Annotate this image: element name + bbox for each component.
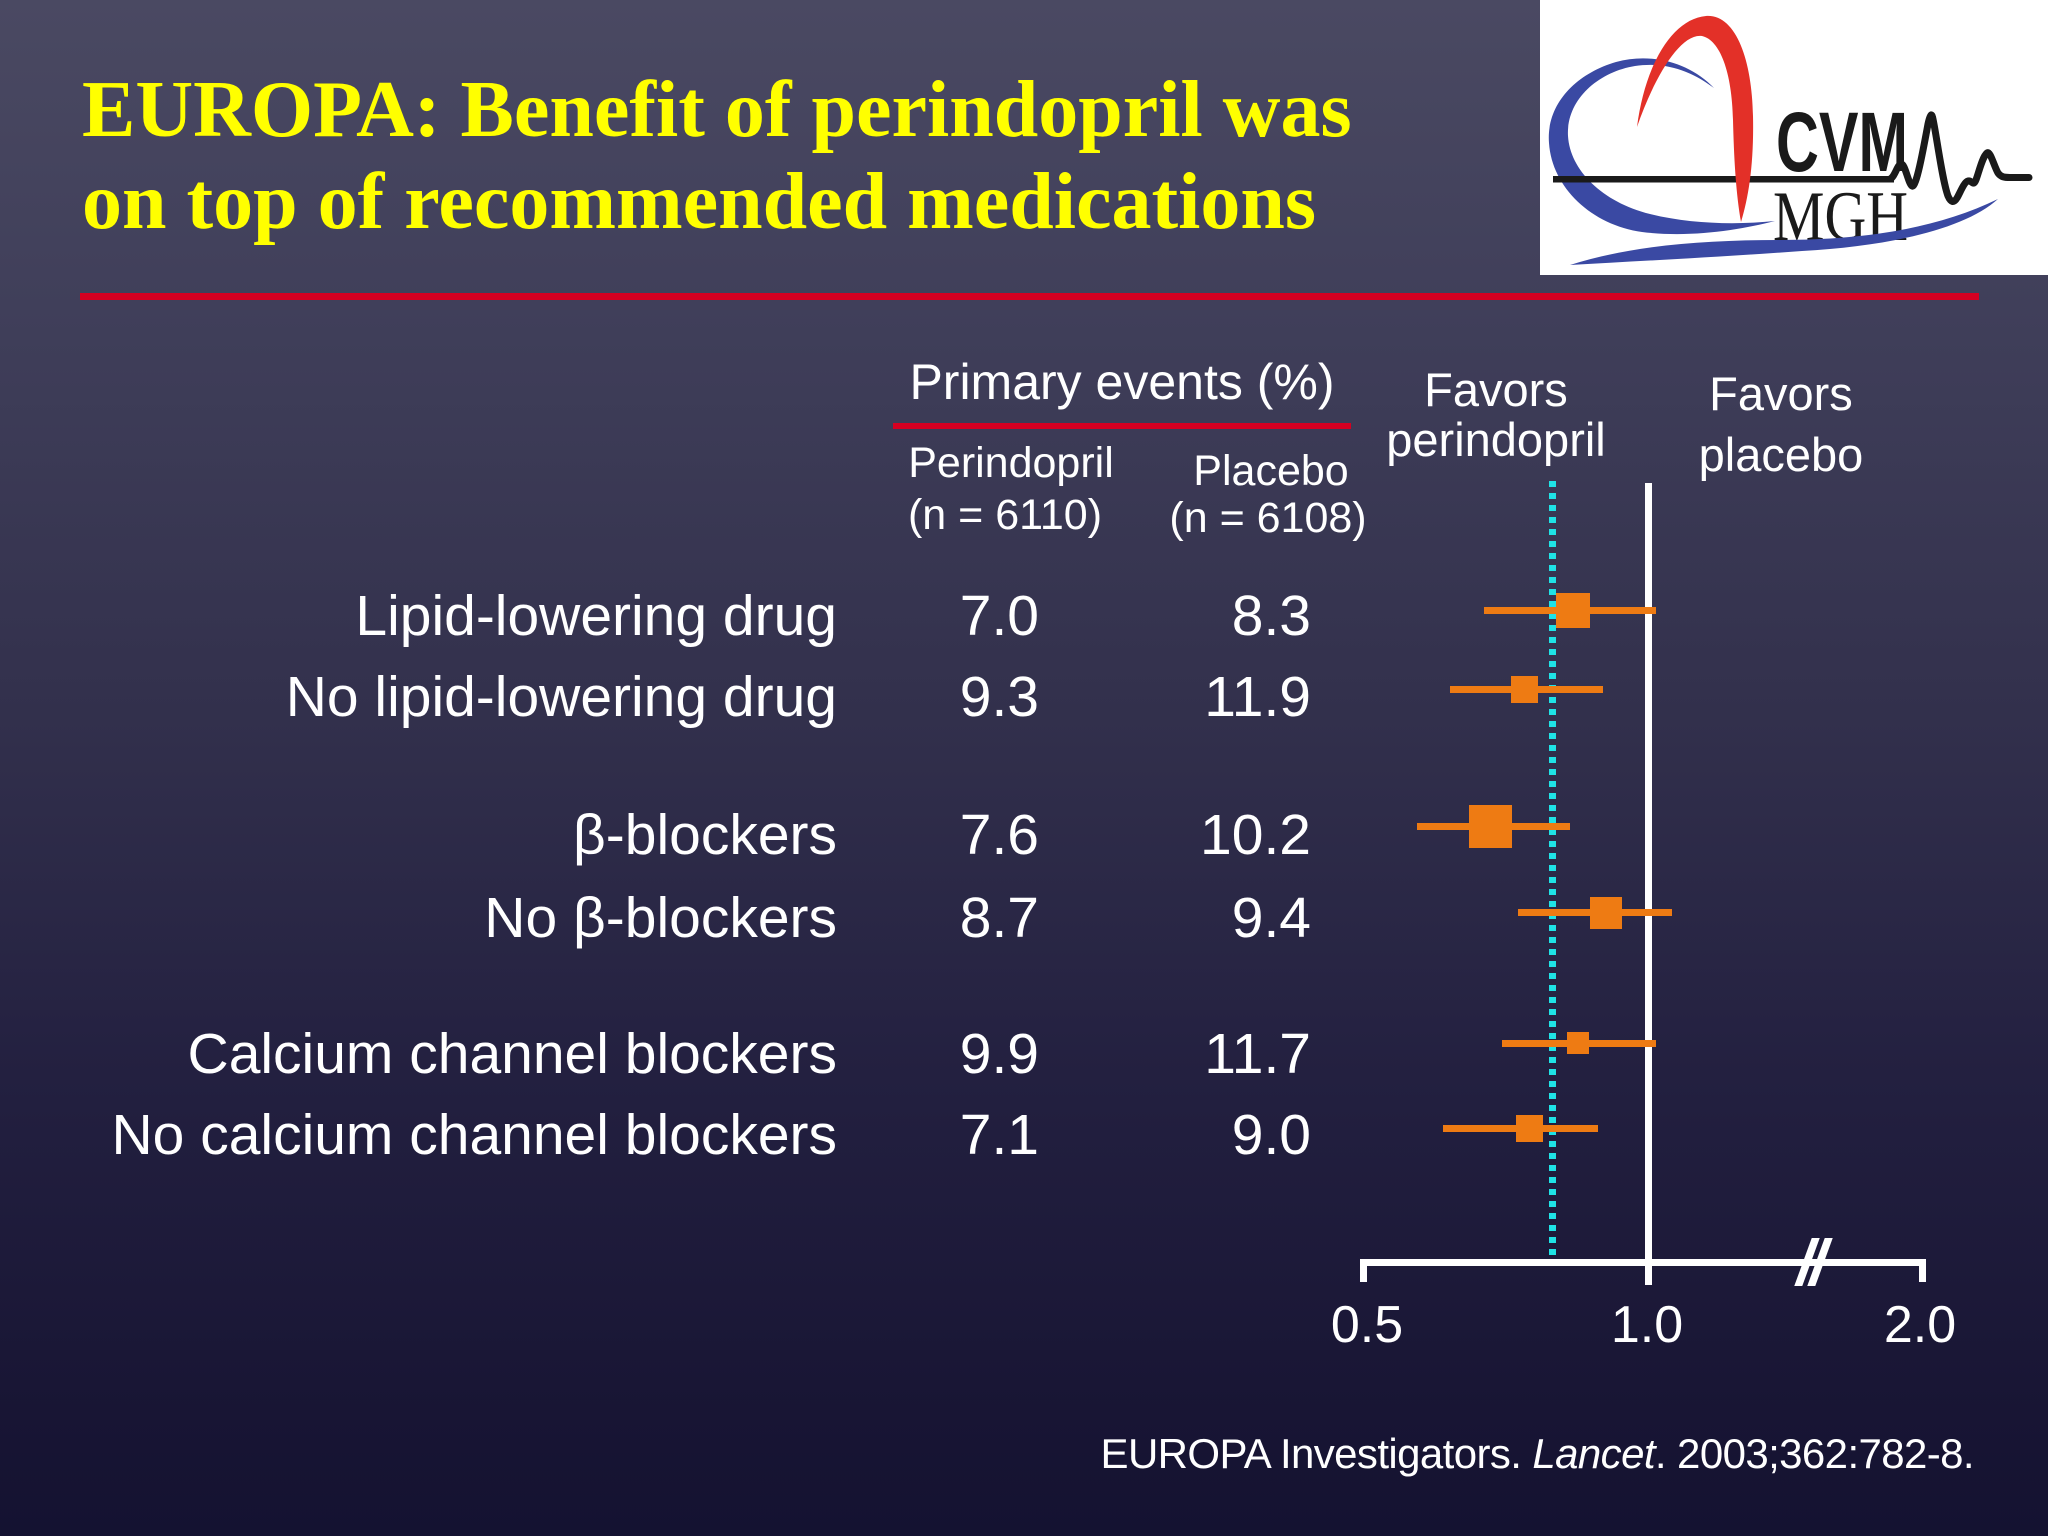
svg-text:CVM: CVM	[1776, 95, 1908, 189]
